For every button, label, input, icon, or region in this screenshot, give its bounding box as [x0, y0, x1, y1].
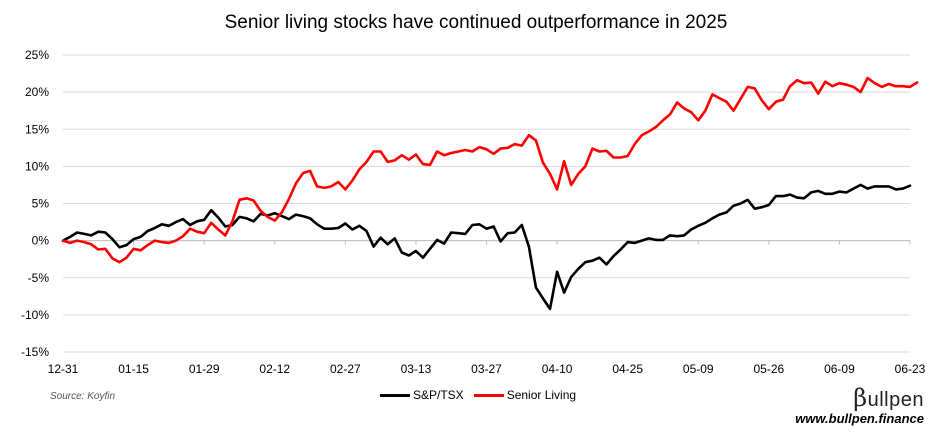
x-tick-label: 01-15 [118, 362, 149, 376]
series-line-tsx [61, 183, 912, 311]
chart-title: Senior living stocks have continued outp… [224, 12, 728, 33]
y-tick-label: 0% [32, 234, 50, 248]
axes: 25% 20% 15% 10% 5% 0% -5% -10% -15% 12-31 01-15 01-… [21, 48, 926, 376]
y-tick-label: 10% [25, 159, 49, 173]
y-tick-label: -10% [21, 308, 49, 322]
legend-label-tsx: S&P/TSX [413, 388, 464, 402]
x-tick-label: 03-27 [471, 362, 502, 376]
x-tick-label: 04-10 [542, 362, 573, 376]
legend-item-tsx: S&P/TSX [380, 388, 464, 402]
legend-item-senior-living: Senior Living [473, 388, 577, 402]
x-tick-label: 02-27 [330, 362, 361, 376]
series-line-senior-living [61, 76, 919, 264]
y-tick-label: 15% [25, 122, 49, 136]
x-tick-label: 01-29 [189, 362, 220, 376]
x-tick-label: 06-23 [895, 362, 926, 376]
brand-url[interactable]: www.bullpen.finance [795, 411, 924, 426]
x-tick-label: 03-13 [401, 362, 432, 376]
x-tick-label: 05-26 [753, 362, 784, 376]
bullpen-logo-symbol: β [853, 384, 868, 412]
x-tick-label: 05-09 [683, 362, 714, 376]
gridlines [63, 54, 910, 353]
y-tick-label: 25% [25, 48, 49, 62]
y-tick-label: -5% [28, 271, 50, 285]
x-tick-label: 04-25 [612, 362, 643, 376]
y-tick-label: 20% [25, 85, 49, 99]
legend-swatch-senior-living [473, 393, 504, 397]
legend-label-senior-living: Senior Living [506, 388, 577, 402]
y-tick-label: -15% [21, 345, 49, 359]
series-lines [61, 76, 919, 311]
x-tick-label: 02-12 [259, 362, 290, 376]
bullpen-logo-text: ullpen [867, 389, 924, 411]
bullpen-logo[interactable]: β ullpen [853, 384, 924, 412]
y-tick-label: 5% [32, 197, 50, 211]
legend: S&P/TSX Senior Living [380, 388, 586, 402]
source-note: Source: Koyfin [50, 391, 116, 402]
legend-swatch-tsx [380, 393, 410, 397]
x-tick-label: 12-31 [48, 362, 79, 376]
x-tick-label: 06-09 [824, 362, 855, 376]
